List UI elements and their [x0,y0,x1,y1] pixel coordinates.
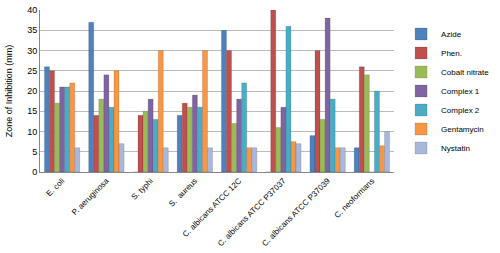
svg-text:Azide: Azide [441,30,462,39]
svg-text:S. aureus: S. aureus [167,176,199,208]
svg-text:C. neoformans: C. neoformans [333,176,376,219]
svg-text:0: 0 [32,167,37,177]
svg-text:15: 15 [27,106,37,116]
svg-text:Complex 1: Complex 1 [441,87,480,96]
svg-text:30: 30 [27,46,37,56]
svg-text:Nystatin: Nystatin [441,144,470,153]
svg-text:Zone of Inhibition (mm): Zone of Inhibition (mm) [4,45,14,138]
svg-text:P. aeruginosa: P. aeruginosa [70,176,111,217]
svg-text:35: 35 [27,25,37,35]
svg-text:Gentamycin: Gentamycin [441,125,484,134]
svg-text:10: 10 [27,127,37,137]
svg-text:40: 40 [27,5,37,15]
svg-text:Complex 2: Complex 2 [441,106,480,115]
svg-text:Cobalt nitrate: Cobalt nitrate [441,68,489,77]
svg-text:C. albicans ATCC 12C: C. albicans ATCC 12C [181,176,244,239]
svg-text:C. albicans ATCC P37037: C. albicans ATCC P37037 [216,176,288,248]
svg-text:S. typhi: S. typhi [130,176,155,201]
svg-text:25: 25 [27,66,37,76]
svg-text:5: 5 [32,147,37,157]
svg-text:E. coli: E. coli [45,176,67,198]
svg-text:20: 20 [27,86,37,96]
svg-text:C. albicans ATCC P37039: C. albicans ATCC P37039 [260,176,332,248]
svg-text:Phen.: Phen. [441,49,462,58]
